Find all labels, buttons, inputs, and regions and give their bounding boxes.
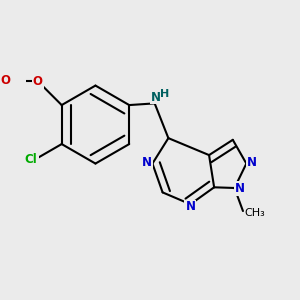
Text: Cl: Cl bbox=[25, 153, 38, 166]
Text: H: H bbox=[160, 89, 170, 99]
Text: N: N bbox=[142, 156, 152, 170]
Text: N: N bbox=[151, 91, 161, 104]
Text: O: O bbox=[1, 74, 10, 87]
Text: O: O bbox=[33, 75, 43, 88]
Text: N: N bbox=[247, 156, 257, 169]
Text: N: N bbox=[235, 182, 245, 195]
Text: CH₃: CH₃ bbox=[245, 208, 266, 218]
Text: O: O bbox=[33, 75, 43, 88]
Text: N: N bbox=[185, 200, 195, 214]
